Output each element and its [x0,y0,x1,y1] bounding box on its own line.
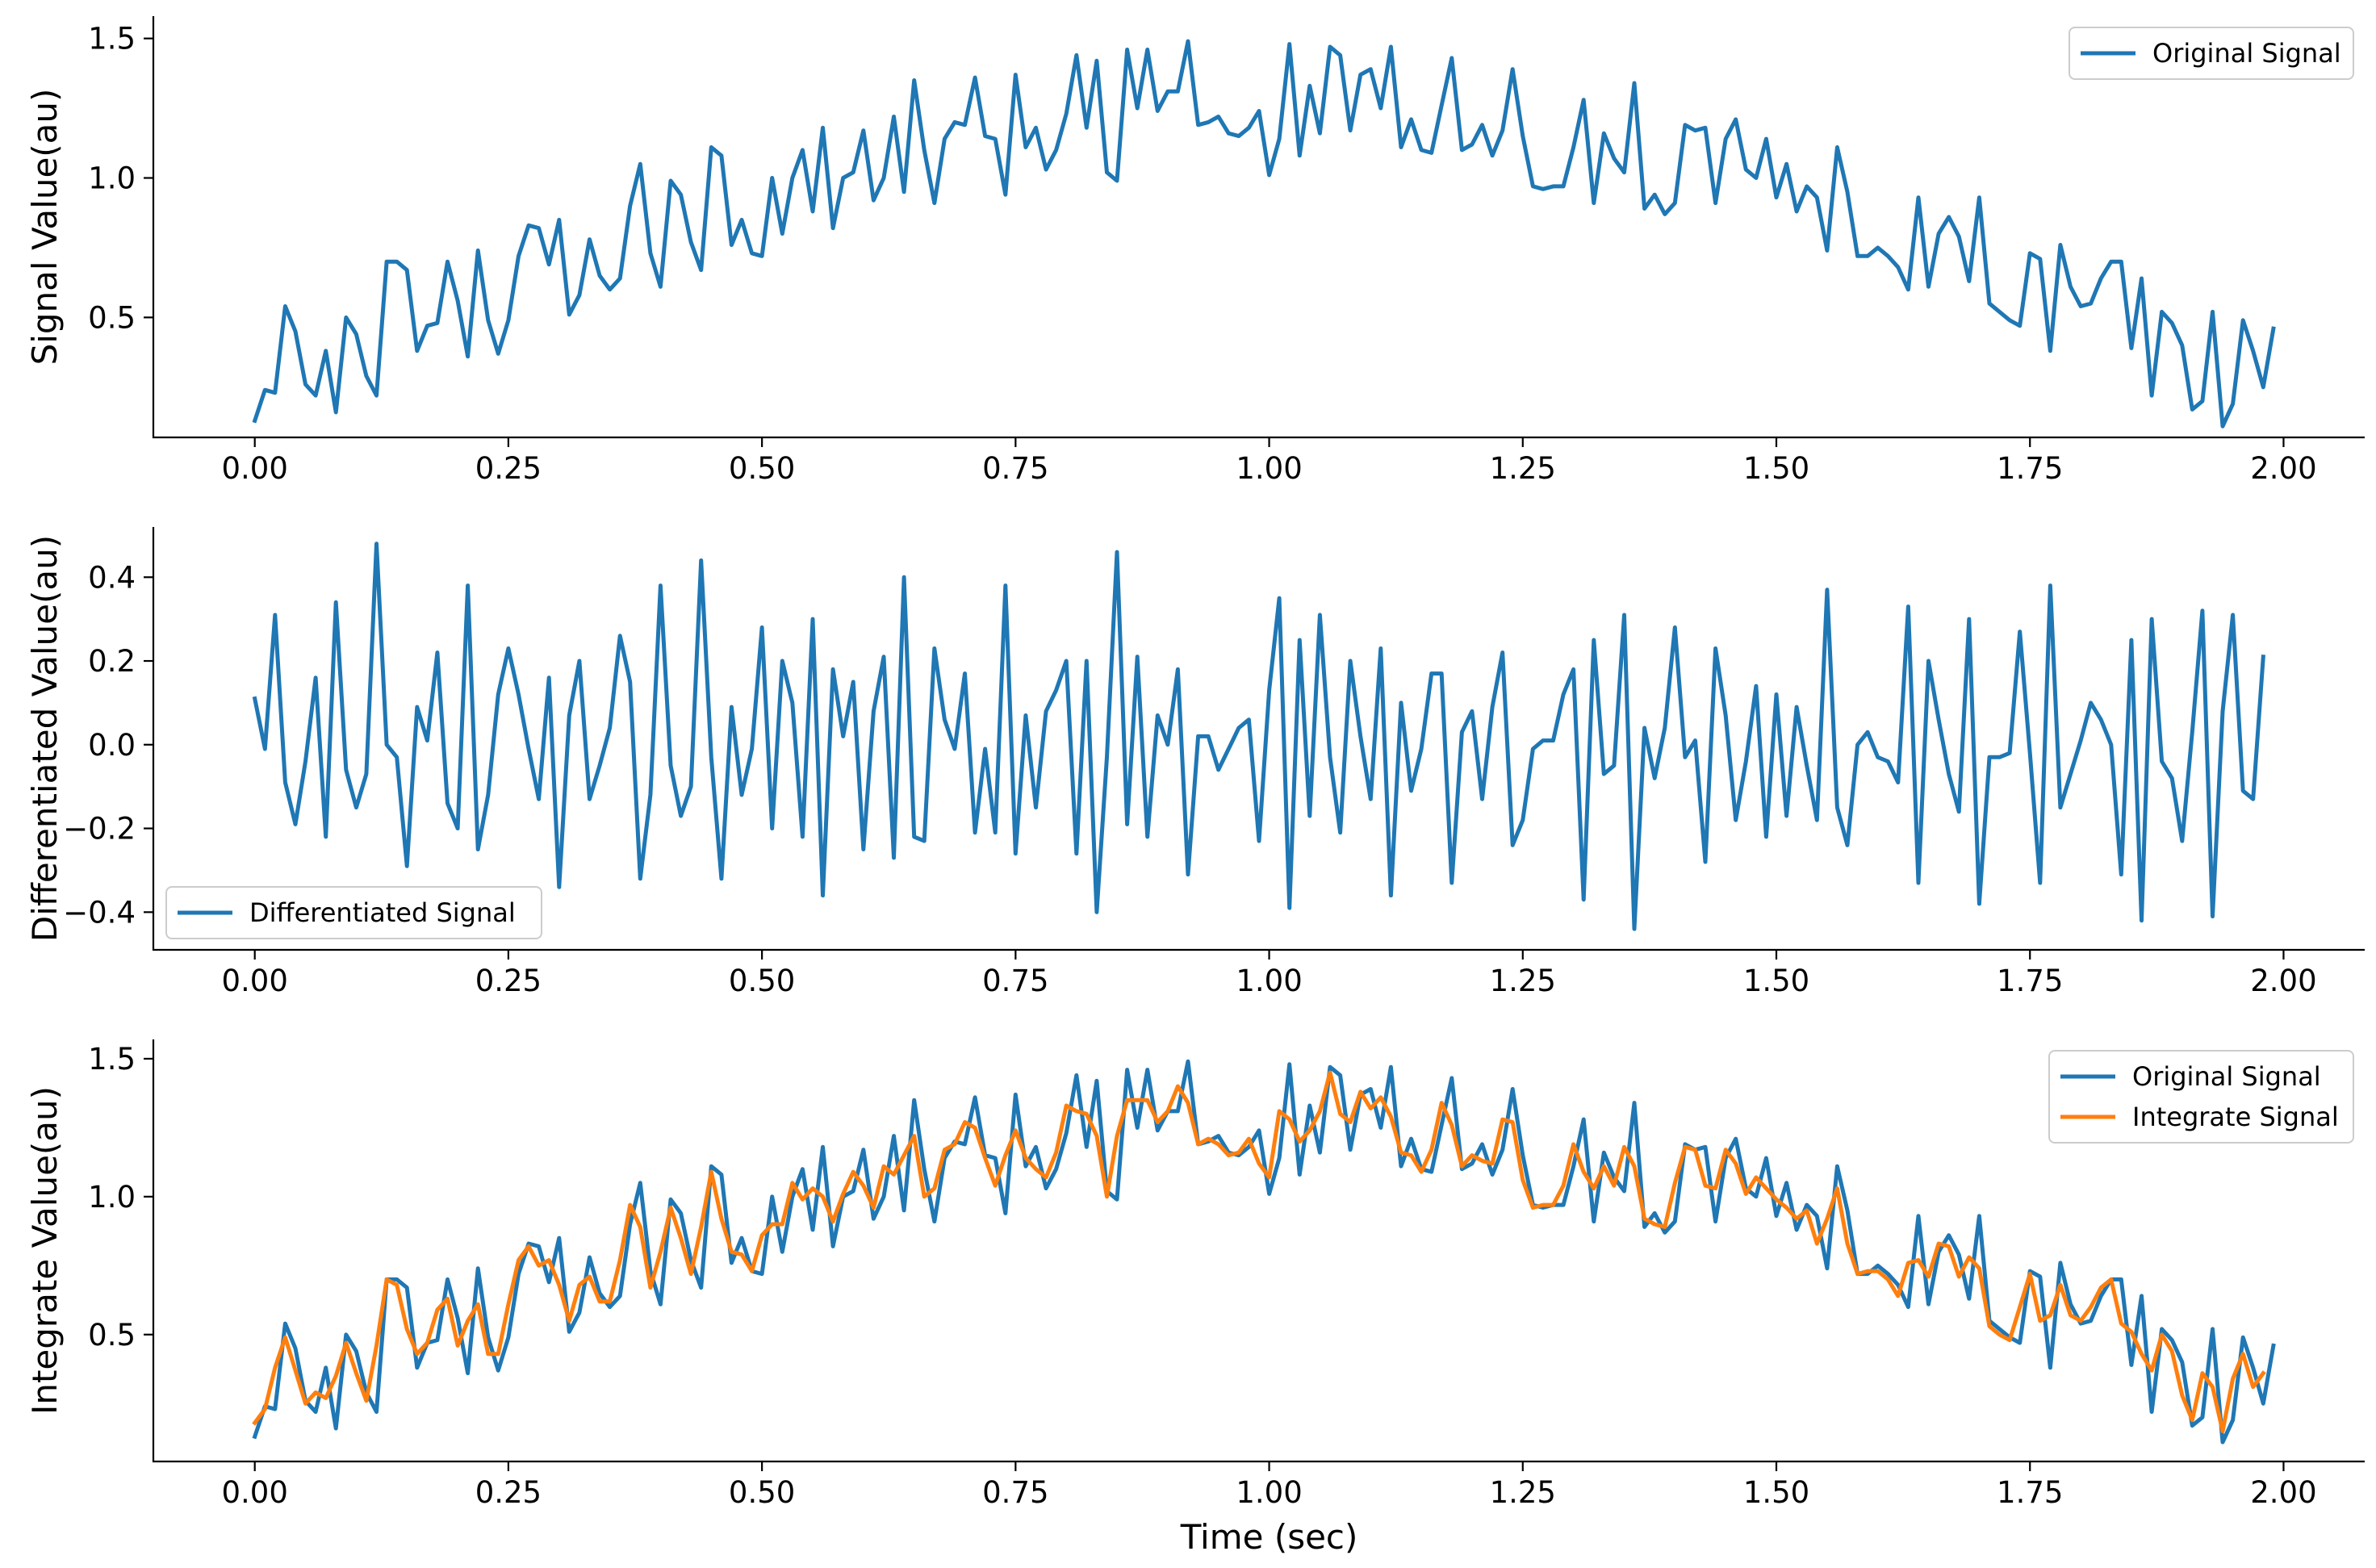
y-tick-label: 1.0 [88,161,136,196]
x-tick-label: 2.00 [2250,451,2316,486]
x-tick-label: 1.75 [1997,451,2063,486]
x-tick-label: 1.00 [1236,1475,1302,1510]
x-tick-label: 2.00 [2250,964,2316,998]
legend: Differentiated Signal [165,886,542,939]
series-line-original-signal [252,39,2276,429]
legend-box [165,886,542,939]
panel-original-signal: 0.00 0.25 0.50 0.75 1.00 1.25 1.50 1.75 2.00 0.5 1… [25,16,2365,486]
x-axis-label: Time (sec) [1180,1517,1358,1557]
x-tick-label: 0.75 [982,451,1048,486]
x-tick-label: 1.25 [1490,451,1556,486]
x-tick-label: 1.75 [1997,1475,2063,1510]
x-tick-label: 1.50 [1743,964,1809,998]
y-axis-label: Differentiated Value(au) [25,535,65,942]
y-tick-label: 1.5 [88,22,136,56]
x-tick-label: 0.00 [221,451,287,486]
y-axis-label: Integrate Value(au) [25,1086,65,1415]
x-tick-label: 0.50 [729,451,795,486]
panel-differentiated-signal: 0.00 0.25 0.50 0.75 1.00 1.25 1.50 1.75 2.00 −0.4… [25,527,2365,998]
y-tick-label: 0.5 [88,1318,136,1353]
series-line-integrate-signal [252,1070,2266,1433]
x-tick-label: 1.50 [1743,1475,1809,1510]
x-tick-label: 0.00 [221,1475,287,1510]
x-tick-label: 0.25 [475,451,542,486]
x-tick-label: 1.00 [1236,451,1302,486]
x-tick-label: 1.50 [1743,451,1809,486]
x-tick-label: 1.25 [1490,964,1556,998]
x-tick-label: 2.00 [2250,1475,2316,1510]
x-tick-label: 1.25 [1490,1475,1556,1510]
legend: Original Signal Integrate Signal [2048,1050,2354,1144]
x-tick-label: 0.50 [729,964,795,998]
x-tick-label: 0.75 [982,1475,1048,1510]
y-axis-label: Signal Value(au) [25,89,65,366]
legend-label: Original Signal [2152,38,2341,69]
y-tick-label: −0.4 [63,895,136,930]
x-tick-label: 1.75 [1997,964,2063,998]
legend: Original Signal [2069,27,2354,80]
x-tick-label: 0.00 [221,964,287,998]
legend-label: Differentiated Signal [249,897,516,928]
legend-label: Original Signal [2132,1061,2321,1092]
panel-integrate-signal: 0.00 0.25 0.50 0.75 1.00 1.25 1.50 1.75 2.00 0.5 1… [25,1039,2365,1557]
y-tick-label: 1.5 [88,1042,136,1077]
legend-label: Integrate Signal [2132,1102,2339,1132]
x-tick-label: 0.25 [475,1475,542,1510]
y-tick-label: 0.4 [88,560,136,595]
x-tick-label: 0.50 [729,1475,795,1510]
x-tick-label: 0.75 [982,964,1048,998]
legend-box [2048,1050,2354,1144]
x-tick-label: 1.00 [1236,964,1302,998]
legend-box [2069,27,2354,80]
y-tick-label: 0.5 [88,300,136,335]
x-tick-label: 0.25 [475,964,542,998]
y-tick-label: 1.0 [88,1180,136,1215]
y-tick-label: 0.0 [88,728,136,763]
series-line-original-signal [252,1059,2276,1445]
y-tick-label: 0.2 [88,644,136,679]
series-line-differentiated-signal [252,541,2265,931]
y-tick-label: −0.2 [63,812,136,847]
